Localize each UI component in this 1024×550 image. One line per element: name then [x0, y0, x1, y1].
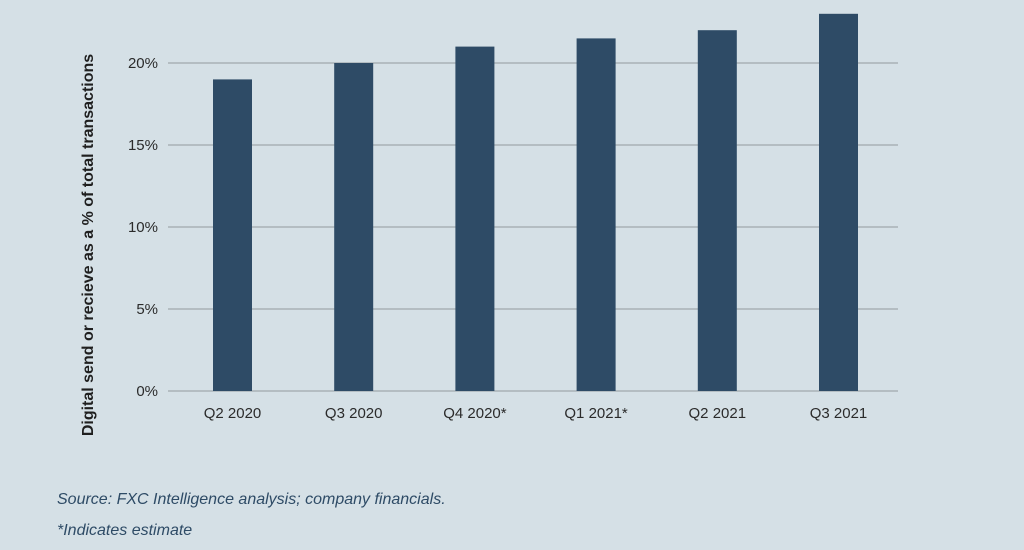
x-tick-label: Q1 2021* [564, 405, 628, 422]
bar [334, 63, 374, 391]
x-tick-label: Q3 2020 [325, 405, 383, 422]
y-tick-label: 10% [128, 219, 158, 236]
x-tick-label: Q2 2021 [689, 405, 747, 422]
bar [455, 46, 495, 391]
x-tick-label: Q2 2020 [204, 405, 262, 422]
y-tick-label: 20% [128, 55, 158, 72]
bar [213, 79, 252, 392]
source-note: Source: FXC Intelligence analysis; compa… [57, 491, 446, 508]
estimate-note: *Indicates estimate [57, 522, 193, 539]
x-tick-label: Q3 2021 [810, 405, 868, 422]
bar [819, 13, 858, 392]
y-tick-label: 0% [136, 383, 158, 400]
bar [697, 30, 737, 391]
y-axis-label: Digital send or recieve as a % of total … [80, 54, 97, 436]
bar [576, 38, 616, 392]
y-tick-label: 15% [128, 137, 158, 154]
x-tick-label: Q4 2020* [443, 405, 507, 422]
y-tick-label: 5% [136, 301, 158, 318]
